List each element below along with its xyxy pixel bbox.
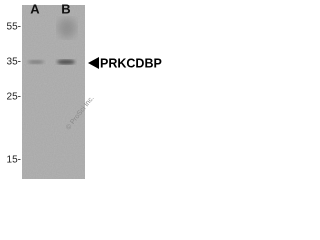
blot-figure: A B 55- 35- 25- 15- PRKCDBP © ProSci Inc… [7, 1, 162, 179]
membrane [22, 5, 85, 179]
arrow [88, 57, 99, 69]
mw-marker: 15- [7, 155, 21, 166]
mw-marker: 35- [7, 57, 21, 68]
page: A B 55- 35- 25- 15- PRKCDBP © ProSci Inc… [0, 0, 167, 183]
lane-label: A [30, 1, 40, 16]
mw-marker: 55- [7, 22, 21, 33]
target-label: PRKCDBP [100, 56, 162, 70]
lane-label: B [61, 1, 70, 16]
mw-marker: 25- [7, 92, 21, 103]
